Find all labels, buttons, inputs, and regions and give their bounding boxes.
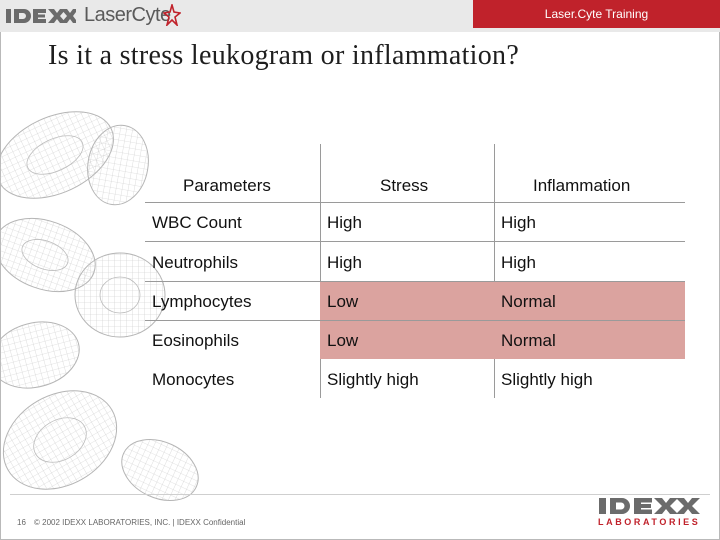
cell-parameter: Lymphocytes (152, 292, 252, 311)
footer-divider (10, 494, 710, 495)
cell-stress: Low (327, 331, 359, 350)
copyright-notice: © 2002 IDEXX LABORATORIES, INC. | IDEXX … (34, 518, 246, 527)
header-parameters: Parameters (183, 176, 271, 195)
cell-parameter: Monocytes (152, 370, 235, 389)
cell-parameter: WBC Count (152, 213, 242, 232)
row-highlight (320, 282, 685, 320)
header-inflammation: Inflammation (533, 176, 631, 195)
cell-inflammation: Slightly high (501, 370, 593, 389)
cell-stress: Slightly high (327, 370, 419, 389)
training-banner: Laser.Cyte Training (473, 0, 720, 28)
cell-inflammation: High (501, 213, 536, 232)
lasercyte-logo-text: LaserCyte (84, 4, 171, 26)
cell-inflammation: Normal (501, 331, 556, 350)
cell-inflammation: High (501, 253, 536, 272)
cell-parameter: Eosinophils (152, 331, 239, 350)
column-divider (320, 144, 321, 398)
star-icon (163, 4, 181, 26)
table-row: WBC Count High High (145, 202, 685, 242)
cell-inflammation: Normal (501, 292, 556, 311)
header-bar: LaserCyte Laser.Cyte Training (0, 0, 720, 32)
column-divider (494, 144, 495, 398)
cell-stress: High (327, 253, 362, 272)
blood-cells-illustration (0, 111, 199, 501)
table-row-highlighted: Eosinophils Low Normal (145, 321, 685, 360)
training-label: Laser.Cyte Training (544, 7, 649, 21)
cell-stress: Low (327, 292, 359, 311)
cell-stress: High (327, 213, 362, 232)
table-row: Monocytes Slightly high Slightly high (145, 360, 685, 399)
idexx-footer-logo (599, 498, 700, 514)
idexx-logo (6, 9, 76, 23)
header-stress: Stress (380, 176, 429, 195)
table-row-highlighted: Lymphocytes Low Normal (145, 282, 685, 321)
slide-title: Is it a stress leukogram or inflammation… (48, 40, 520, 71)
laboratories-label: LABORATORIES (598, 517, 701, 527)
table-row: Neutrophils High High (145, 243, 685, 282)
cell-parameter: Neutrophils (152, 253, 238, 272)
page-number: 16 (17, 518, 26, 527)
row-highlight (320, 321, 685, 359)
